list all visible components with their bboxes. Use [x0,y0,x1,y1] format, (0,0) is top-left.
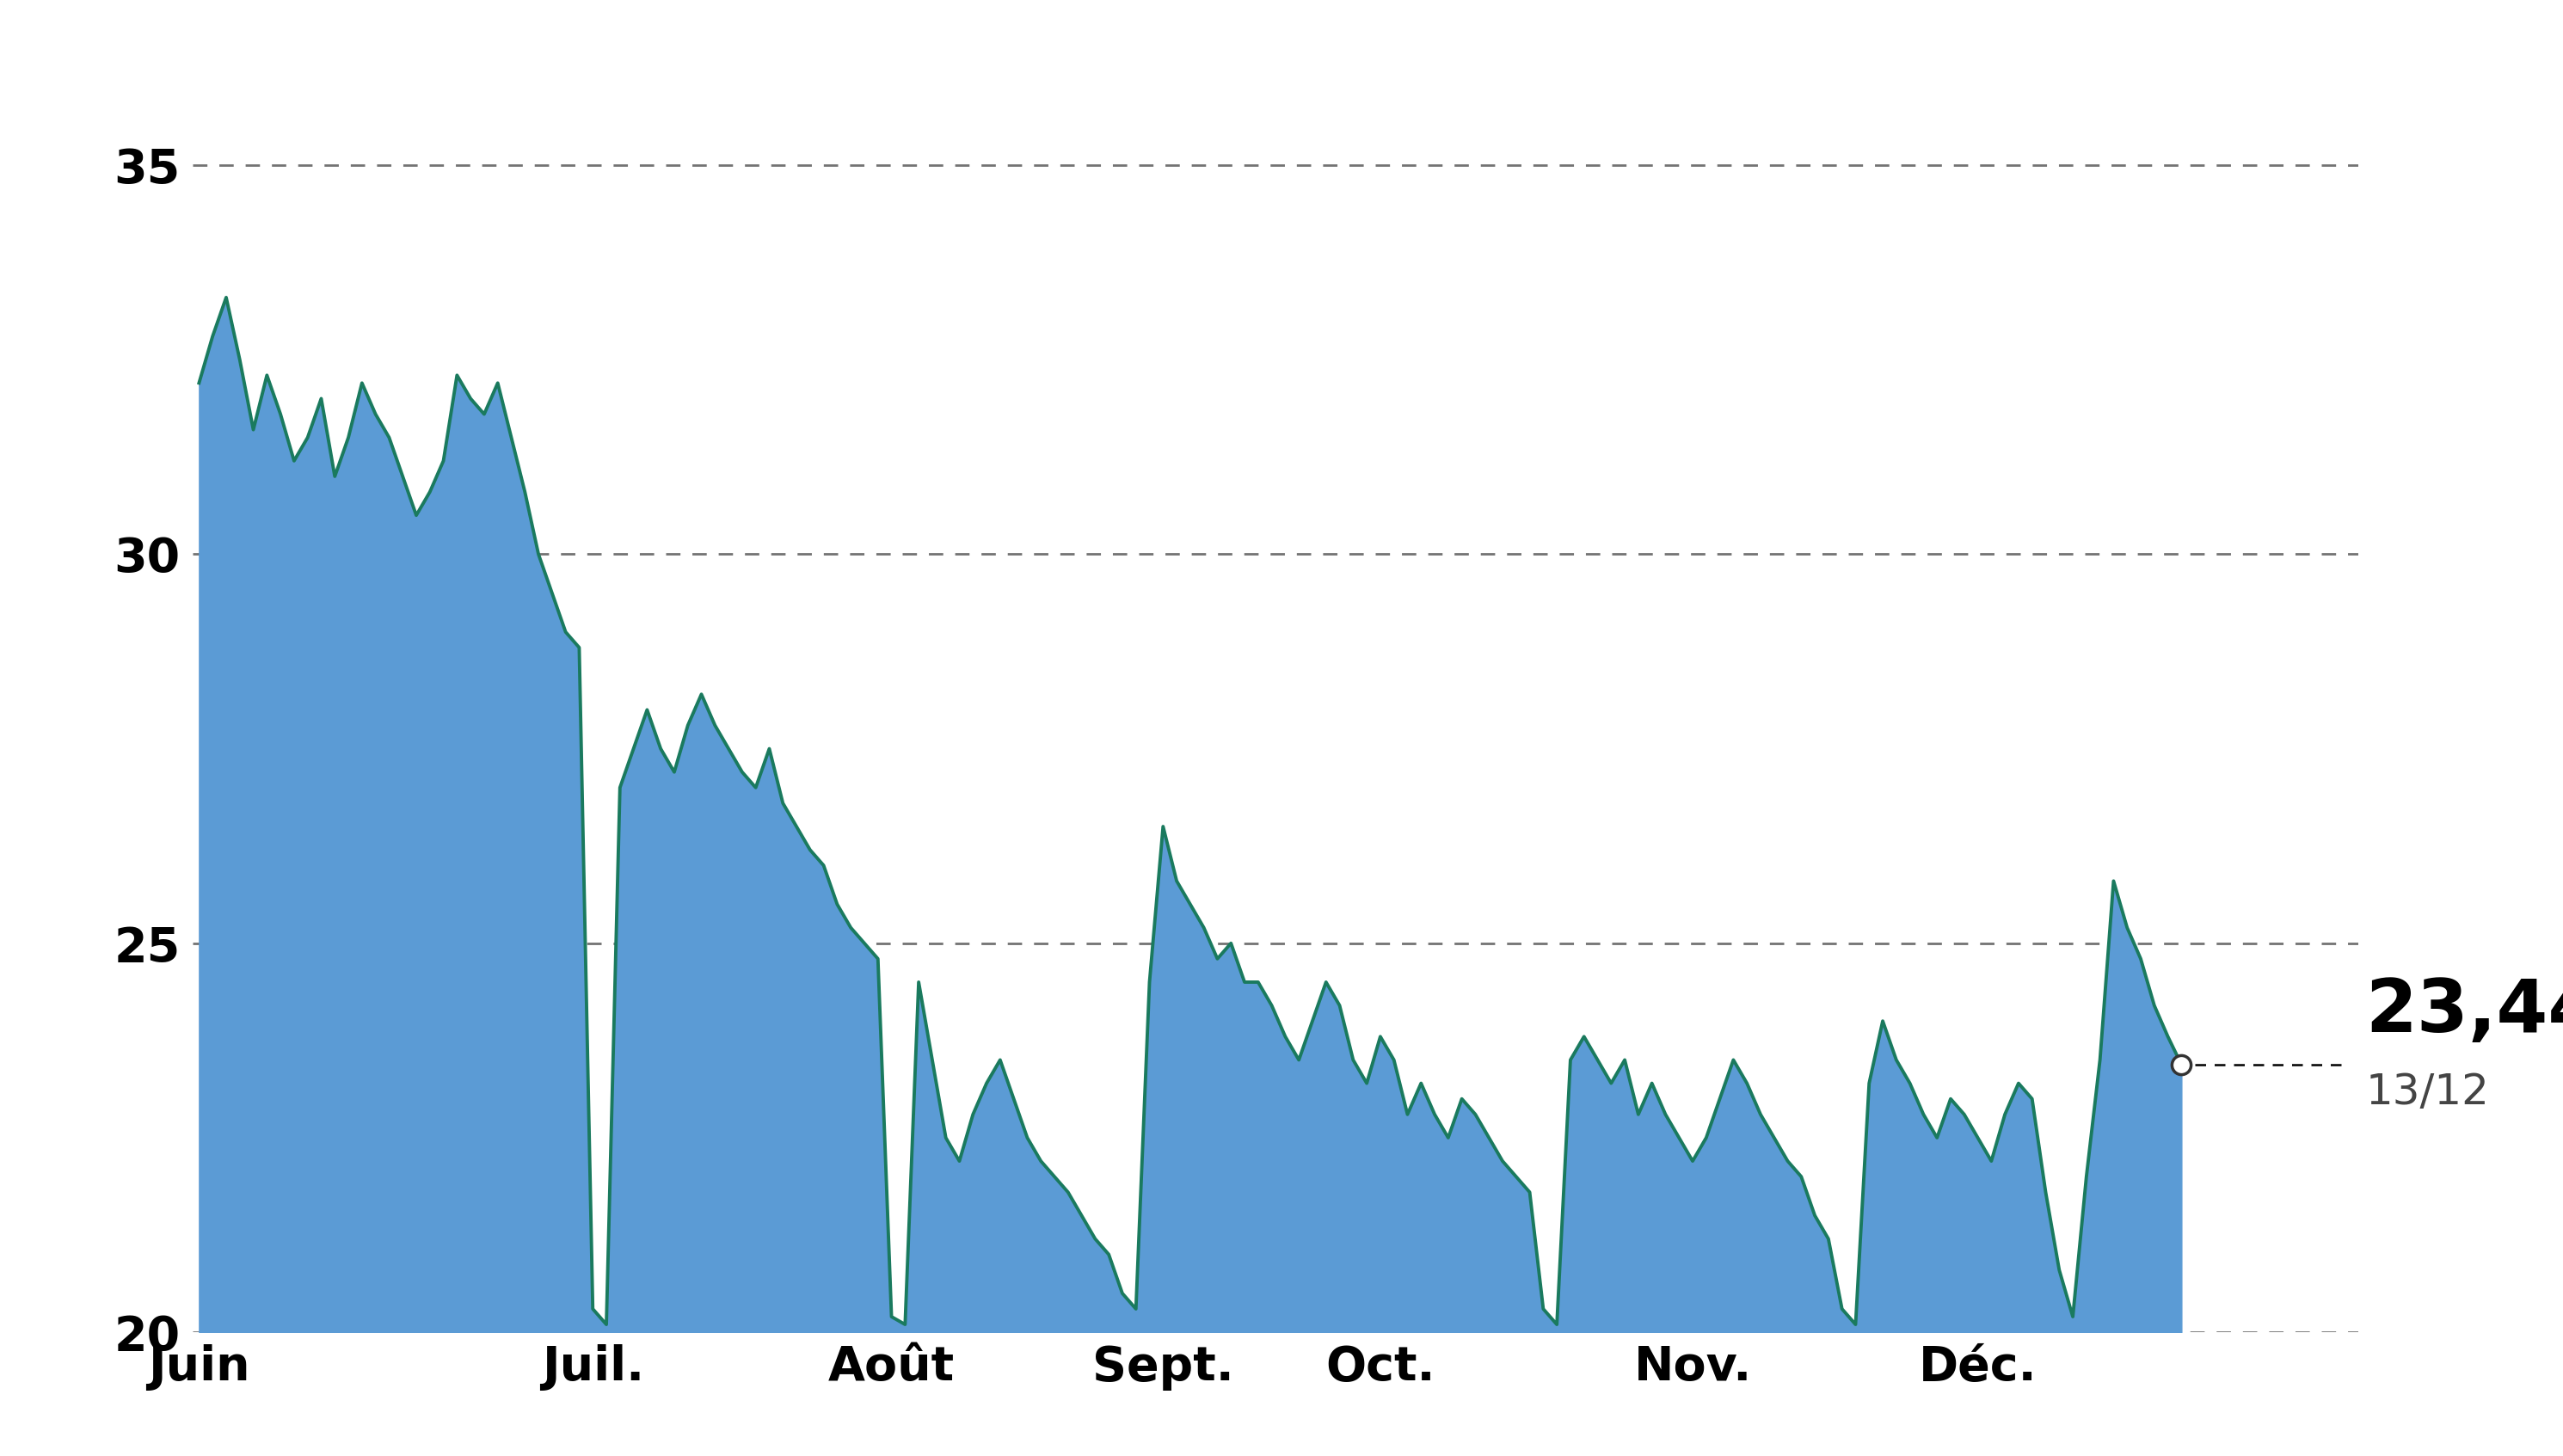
Text: Tullow Oil PLC: Tullow Oil PLC [902,23,1661,115]
Text: 23,44: 23,44 [2366,976,2563,1047]
Text: 13/12: 13/12 [2366,1072,2489,1114]
